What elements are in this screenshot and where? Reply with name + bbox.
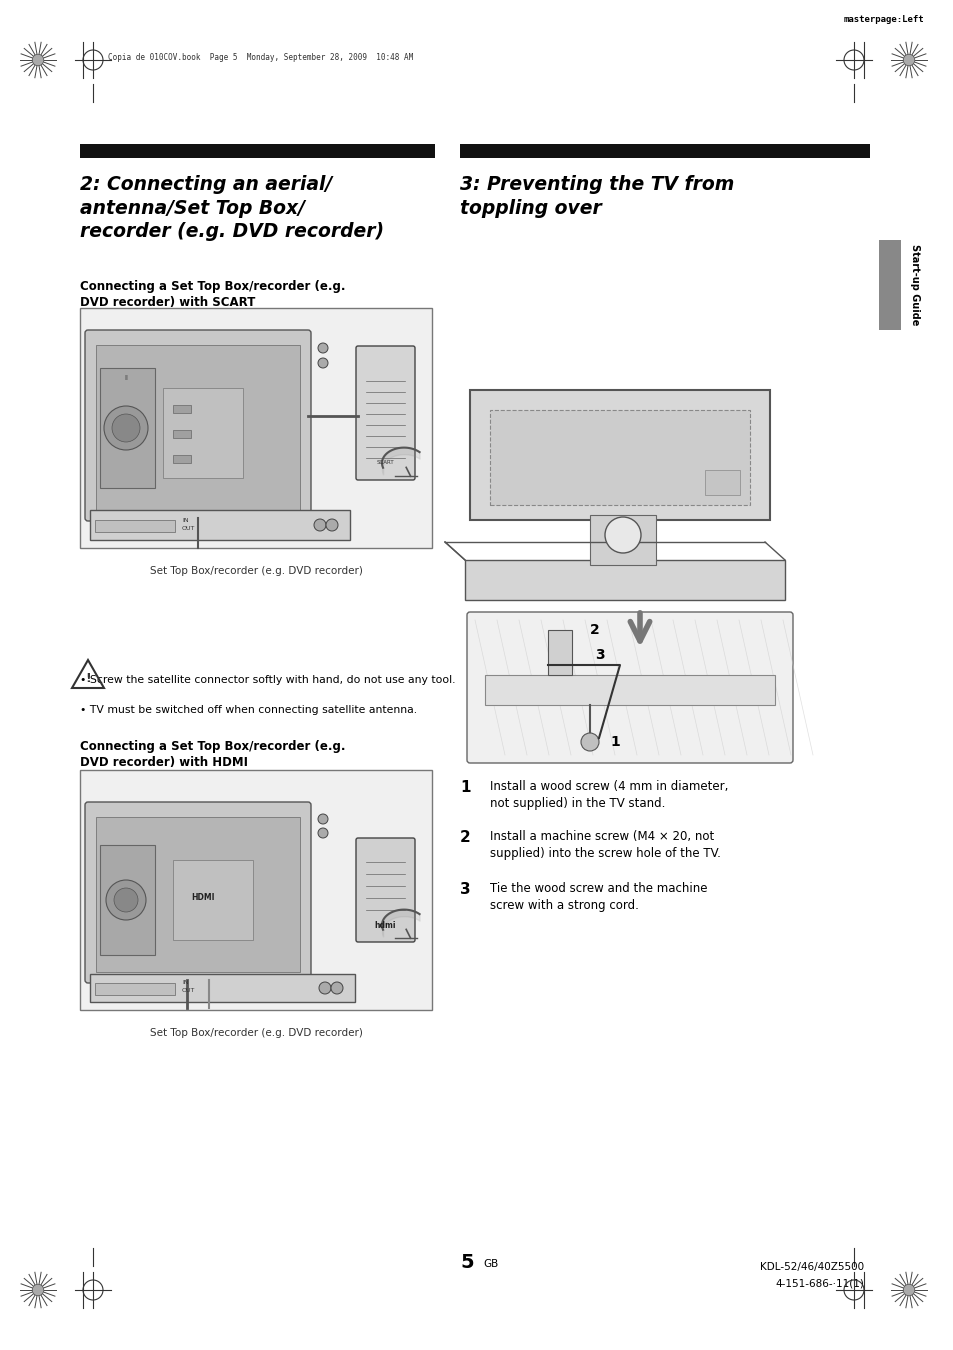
Text: KDL-52/46/40Z5500: KDL-52/46/40Z5500 — [760, 1262, 863, 1272]
Bar — [80, 144, 435, 158]
Circle shape — [104, 406, 148, 450]
Bar — [172, 860, 253, 940]
Text: SCART: SCART — [375, 460, 394, 466]
Circle shape — [317, 828, 328, 838]
Circle shape — [902, 1284, 914, 1296]
Text: 3: 3 — [595, 648, 604, 662]
Text: Install a wood screw (4 mm in diameter,
not supplied) in the TV stand.: Install a wood screw (4 mm in diameter, … — [490, 780, 727, 810]
FancyBboxPatch shape — [85, 329, 311, 521]
FancyBboxPatch shape — [589, 514, 656, 566]
Circle shape — [113, 888, 138, 913]
Circle shape — [106, 880, 146, 919]
Bar — [459, 144, 869, 158]
Circle shape — [317, 358, 328, 369]
Circle shape — [317, 814, 328, 824]
Text: • TV must be switched off when connecting satellite antenna.: • TV must be switched off when connectin… — [80, 705, 416, 716]
Circle shape — [580, 733, 598, 751]
FancyBboxPatch shape — [90, 973, 355, 1002]
Bar — [100, 369, 154, 487]
Circle shape — [331, 981, 343, 994]
FancyBboxPatch shape — [90, 510, 350, 540]
Bar — [172, 405, 191, 413]
Circle shape — [604, 517, 640, 553]
Text: HDMI: HDMI — [191, 894, 214, 903]
Circle shape — [326, 518, 337, 531]
Text: Copia de 010COV.book  Page 5  Monday, September 28, 2009  10:48 AM: Copia de 010COV.book Page 5 Monday, Sept… — [108, 54, 413, 62]
Text: 2: Connecting an aerial/
antenna/Set Top Box/
recorder (e.g. DVD recorder): 2: Connecting an aerial/ antenna/Set Top… — [80, 176, 384, 242]
Text: IN: IN — [182, 980, 189, 986]
Bar — [547, 630, 572, 675]
Text: Set Top Box/recorder (e.g. DVD recorder): Set Top Box/recorder (e.g. DVD recorder) — [150, 1027, 362, 1038]
Text: masterpage:Left: masterpage:Left — [842, 15, 923, 24]
Bar — [80, 308, 432, 548]
Text: OUT: OUT — [182, 525, 195, 531]
Bar — [95, 983, 174, 995]
Bar — [80, 769, 432, 1010]
Text: 1: 1 — [459, 780, 470, 795]
Text: Start-up Guide: Start-up Guide — [909, 244, 919, 325]
Circle shape — [317, 343, 328, 352]
Text: Install a machine screw (M4 × 20, not
supplied) into the screw hole of the TV.: Install a machine screw (M4 × 20, not su… — [490, 830, 720, 860]
Bar — [95, 520, 174, 532]
Bar — [96, 346, 299, 510]
Text: OUT: OUT — [182, 988, 195, 994]
Text: 2: 2 — [459, 830, 470, 845]
Circle shape — [32, 1284, 44, 1296]
Text: 3: Preventing the TV from
toppling over: 3: Preventing the TV from toppling over — [459, 176, 734, 217]
Text: Tie the wood screw and the machine
screw with a strong cord.: Tie the wood screw and the machine screw… — [490, 882, 707, 913]
Text: 2: 2 — [589, 622, 599, 637]
Text: 1: 1 — [609, 734, 619, 749]
Circle shape — [112, 414, 140, 441]
Bar — [878, 240, 900, 329]
Text: 4-151-686-·11(1): 4-151-686-·11(1) — [774, 1278, 863, 1288]
Circle shape — [318, 981, 331, 994]
Text: hdmi: hdmi — [374, 921, 395, 930]
Text: GB: GB — [482, 1260, 497, 1269]
FancyBboxPatch shape — [467, 612, 792, 763]
Text: IN: IN — [182, 517, 189, 522]
Text: • Screw the satellite connector softly with hand, do not use any tool.: • Screw the satellite connector softly w… — [80, 675, 455, 684]
Bar — [163, 387, 243, 478]
Circle shape — [902, 54, 914, 66]
Bar — [172, 455, 191, 463]
Text: 3: 3 — [459, 882, 470, 896]
Bar — [704, 470, 740, 495]
Text: II: II — [124, 375, 128, 381]
FancyBboxPatch shape — [470, 390, 769, 520]
FancyBboxPatch shape — [355, 346, 415, 481]
Bar — [96, 817, 299, 972]
Text: !: ! — [85, 671, 91, 684]
Text: Set Top Box/recorder (e.g. DVD recorder): Set Top Box/recorder (e.g. DVD recorder) — [150, 566, 362, 576]
Circle shape — [32, 54, 44, 66]
Bar — [100, 845, 154, 954]
FancyBboxPatch shape — [85, 802, 311, 983]
Circle shape — [314, 518, 326, 531]
Bar — [172, 431, 191, 437]
Text: Connecting a Set Top Box/recorder (e.g.
DVD recorder) with HDMI: Connecting a Set Top Box/recorder (e.g. … — [80, 740, 345, 770]
FancyBboxPatch shape — [490, 410, 749, 505]
Text: Connecting a Set Top Box/recorder (e.g.
DVD recorder) with SCART: Connecting a Set Top Box/recorder (e.g. … — [80, 279, 345, 309]
Text: 5: 5 — [459, 1253, 474, 1272]
Bar — [484, 675, 774, 705]
FancyBboxPatch shape — [355, 838, 415, 942]
FancyBboxPatch shape — [464, 560, 784, 599]
FancyArrowPatch shape — [630, 613, 649, 641]
